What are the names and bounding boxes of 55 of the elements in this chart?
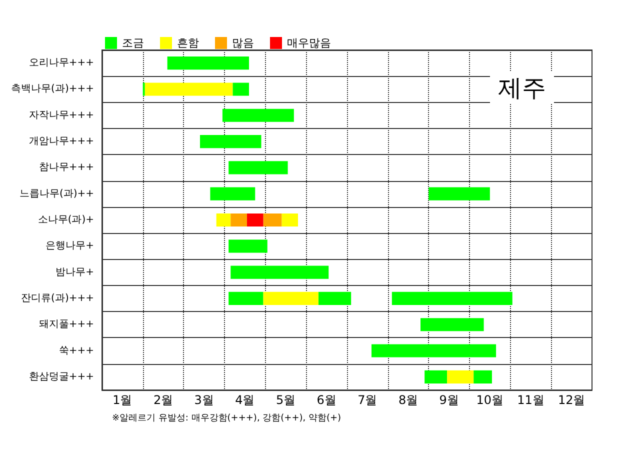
y-tick-label: 은행나무+ <box>46 240 94 252</box>
bar <box>372 344 496 358</box>
x-tick-label: 5월 <box>276 393 296 407</box>
y-tick-label: 환삼덩굴+++ <box>28 371 94 382</box>
y-tick-label: 밤나무+ <box>56 266 94 278</box>
bar <box>144 82 233 96</box>
x-tick-label: 3월 <box>194 393 214 407</box>
y-tick-label: 쑥+++ <box>58 345 94 356</box>
bar <box>318 292 352 305</box>
bar <box>230 266 329 279</box>
x-tick-label: 1월 <box>112 393 132 407</box>
y-tick-label: 자작나무+++ <box>28 110 94 121</box>
bar <box>282 213 298 227</box>
x-tick-label: 6월 <box>316 393 336 407</box>
bar <box>263 292 318 305</box>
x-tick-label: 9월 <box>439 393 459 407</box>
bar <box>210 187 256 200</box>
y-tick-label: 측백나무(과)+++ <box>11 84 94 95</box>
legend-label: 매우많음 <box>287 36 331 50</box>
x-tick-label: 12월 <box>558 393 586 407</box>
x-tick-label: 2월 <box>153 393 174 407</box>
y-tick-label: 소나무(과)+ <box>38 214 94 226</box>
y-tick-label: 잔디류(과)+++ <box>21 292 94 304</box>
x-tick-label: 4월 <box>235 393 255 407</box>
bar <box>424 370 448 384</box>
bar <box>428 187 490 200</box>
bar <box>474 370 492 384</box>
x-tick-label: 10월 <box>476 393 504 407</box>
bar <box>246 213 264 227</box>
bar <box>200 135 262 148</box>
text: ※알레르기 유발성: 매우강함(+++), 강함(++), 약함(+) <box>112 414 342 424</box>
y-tick-label: 참나무+++ <box>38 162 94 174</box>
x-tick-label: 7월 <box>358 393 378 407</box>
legend-label: 조금 <box>122 36 144 50</box>
bar <box>263 213 282 227</box>
legend-label: 많음 <box>232 36 254 50</box>
bar <box>228 240 268 253</box>
bar <box>232 82 249 96</box>
bar <box>392 292 512 305</box>
bar <box>228 161 288 174</box>
y-tick-label: 오리나무+++ <box>28 58 94 69</box>
y-tick-label: 돼지풀+++ <box>38 319 94 330</box>
bar <box>420 318 484 332</box>
bar <box>222 108 294 122</box>
bar <box>167 56 249 70</box>
bar <box>228 292 264 305</box>
bar <box>447 370 474 384</box>
text: 제주 <box>498 74 546 102</box>
x-tick-label: 11월 <box>517 393 544 407</box>
bar <box>230 213 247 227</box>
bar <box>216 213 231 227</box>
y-tick-label: 느릅나무(과)++ <box>19 188 94 200</box>
legend-label: 흔함 <box>177 36 199 50</box>
x-tick-label: 8월 <box>398 393 418 407</box>
y-tick-label: 개암나무+++ <box>28 136 94 148</box>
